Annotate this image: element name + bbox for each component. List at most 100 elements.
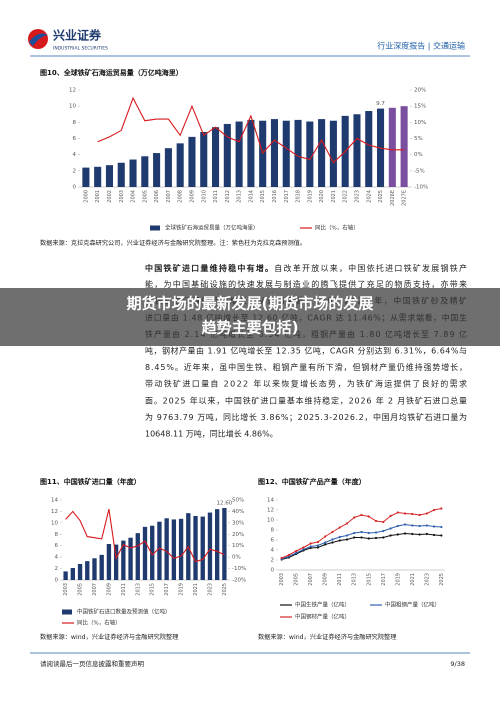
line-marker — [382, 529, 385, 533]
x-tick-label: 2024 — [366, 190, 372, 203]
line-marker — [382, 536, 385, 539]
line-marker — [353, 516, 356, 519]
legend-swatch — [62, 609, 72, 615]
bar — [171, 519, 177, 580]
line-marker — [411, 512, 414, 516]
x-tick-label: 2026E — [390, 190, 396, 206]
line-marker — [353, 536, 356, 539]
x-tick-label: 2027E — [402, 190, 408, 206]
tick-label: 8 — [271, 528, 275, 534]
line-marker — [302, 548, 305, 551]
tick-label: 5% — [414, 136, 423, 142]
line-marker — [382, 520, 385, 524]
x-tick-label: 2000 — [83, 190, 89, 203]
tick-label: 0% — [414, 152, 423, 158]
bar — [142, 526, 148, 580]
figure-title: 图11、中国铁矿进口量（年度） — [40, 477, 141, 486]
figure-source: 数据来源：wind，兴业证券经济与金融研究院整理 — [40, 633, 178, 641]
x-tick-label: 2008 — [178, 190, 184, 203]
x-tick-label: 2013 — [352, 573, 358, 586]
paragraph-line: 带动铁矿进口量自 2022 年以来恢复增长态势，为铁矿海运提供了良好的需求 — [145, 379, 467, 389]
bar — [63, 571, 68, 580]
tick-label: 14 — [51, 498, 58, 504]
x-tick-label: 2023 — [354, 190, 360, 203]
tick-label: 10% — [414, 120, 426, 126]
bar — [164, 148, 172, 187]
bar — [99, 554, 104, 580]
x-tick-label: 2007 — [92, 583, 98, 596]
tick-label: 4 — [271, 548, 275, 554]
x-tick-label: 2005 — [78, 583, 84, 596]
tick-label: 15% — [414, 104, 426, 110]
x-tick-label: 2001 — [95, 190, 101, 203]
bar — [318, 119, 326, 187]
line-marker — [389, 514, 392, 518]
bar — [388, 107, 396, 187]
line-marker — [345, 534, 349, 537]
line-marker — [302, 546, 305, 549]
line-marker — [418, 533, 421, 536]
x-tick-label: 2011 — [121, 583, 127, 596]
line-marker — [309, 545, 312, 548]
x-tick-label: 2023 — [424, 573, 430, 586]
overlay-title: 趋势主要包括) — [202, 319, 299, 337]
bar — [129, 159, 137, 187]
footer-disclaimer: 请阅读最后一页信息披露和重要声明 — [40, 659, 145, 668]
tick-label: 10 — [51, 520, 58, 526]
line-series — [281, 523, 442, 560]
x-tick-label: 2025 — [439, 573, 445, 586]
x-tick-label: 2021 — [193, 583, 199, 596]
x-tick-label: 2014 — [248, 190, 254, 203]
data-label: 9.7 — [376, 101, 385, 107]
line-marker — [338, 526, 341, 529]
x-tick-label: 2017 — [164, 583, 170, 596]
tick-label: 0 — [73, 185, 77, 191]
line-marker — [367, 515, 370, 518]
line-marker — [287, 553, 290, 557]
line-marker — [403, 532, 407, 535]
page-number: 9/38 — [450, 660, 465, 668]
x-tick-label: 2009 — [189, 190, 195, 203]
legend-label: 中国钢材产量（亿吨） — [295, 613, 350, 621]
bar — [282, 120, 290, 187]
paragraph-text: 自改革开放以来，中国依托进口铁矿发展钢铁产 — [274, 263, 467, 273]
bar — [117, 162, 125, 187]
bar — [353, 114, 361, 187]
x-tick-label: 2020 — [319, 190, 325, 203]
x-tick-label: 2009 — [106, 583, 112, 596]
paragraph-line: 吨，钢材产量由 1.91 亿吨增长至 12.35 亿吨，CAGR 分别达到 6.… — [145, 346, 467, 356]
line-marker — [324, 543, 327, 546]
x-tick-label: 2021 — [410, 573, 416, 586]
bar — [294, 119, 302, 187]
bar — [247, 119, 255, 187]
line-marker — [374, 519, 378, 523]
line-marker — [403, 523, 407, 526]
tick-label: 30% — [232, 520, 244, 526]
bar — [365, 111, 373, 187]
line-marker — [360, 536, 363, 539]
bar — [200, 132, 208, 187]
tick-label: 8 — [73, 120, 77, 126]
x-tick-label: 2013 — [135, 583, 141, 596]
line-marker — [324, 535, 327, 538]
x-tick-label: 2003 — [119, 190, 125, 203]
line-marker — [396, 533, 399, 536]
paragraph-line: 面。2025 年以来，中国铁矿进口量基本维持稳定，2026 年 2 月铁矿石进口… — [145, 395, 467, 405]
tick-label: -5% — [414, 168, 425, 174]
line-marker — [345, 538, 349, 541]
bar — [164, 518, 169, 580]
bar — [207, 512, 213, 580]
line-marker — [360, 530, 363, 534]
line-marker — [374, 531, 378, 534]
x-tick-label: 2018 — [296, 190, 302, 203]
tick-label: 20% — [232, 532, 244, 538]
bar — [235, 121, 243, 187]
x-tick-label: 2005 — [294, 573, 300, 586]
paragraph-line: 中国铁矿进口量维持稳中有增。自改革开放以来，中国依托进口铁矿发展钢铁产 — [145, 263, 467, 273]
line-marker — [425, 532, 428, 536]
tick-label: -10% — [232, 566, 246, 572]
line-marker — [418, 524, 421, 528]
bar — [128, 537, 133, 580]
line-marker — [425, 524, 428, 527]
